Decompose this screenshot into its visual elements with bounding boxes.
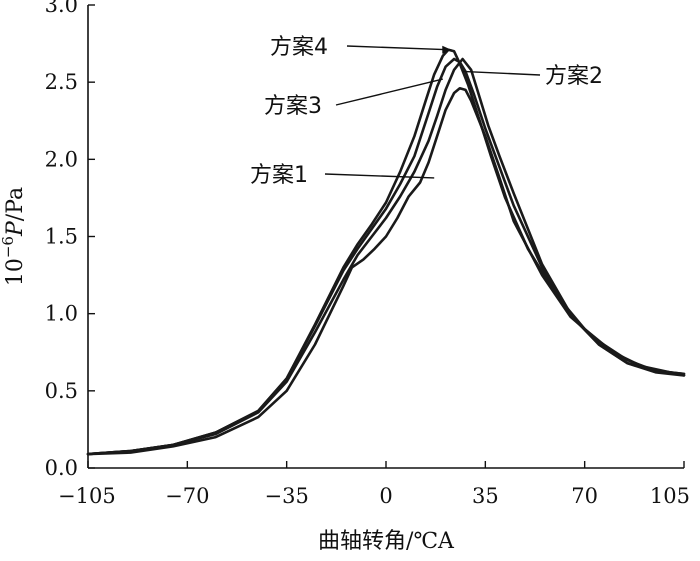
- y-tick-label: 0.0: [45, 456, 78, 480]
- x-axis-label: 曲轴转角/℃A: [318, 529, 455, 554]
- annotations-group: 方案4 方案2 方案3 方案1: [250, 35, 603, 188]
- series-line-2: [86, 57, 686, 456]
- annotation-leader: [335, 78, 443, 106]
- series-line-1: [86, 87, 686, 456]
- y-tick-label: 0.5: [45, 379, 78, 403]
- y-axis-label-unit: /Pa: [3, 187, 28, 221]
- x-tick-label: −105: [58, 484, 116, 508]
- series-line-3: [86, 57, 686, 456]
- annotation-leader: [462, 70, 541, 76]
- y-axis-label-variable: P: [3, 220, 28, 237]
- annotation-arrowhead: [442, 45, 452, 54]
- annotation-leader: [324, 173, 435, 179]
- y-tick-label: 1.0: [45, 302, 78, 326]
- x-tick-label: 35: [472, 484, 499, 508]
- annotation-label: 方案1: [250, 163, 308, 188]
- x-tick-label: 105: [650, 484, 690, 508]
- y-axis-label: 10−6P/Pa: [0, 187, 28, 286]
- annotation-leader: [346, 45, 452, 51]
- axes-group: 0.0 0.5 1.0 1.5 2.0 2.5 3.0 −105 −70 −35 0 35 70 105: [45, 0, 690, 508]
- annotation-label: 方案2: [545, 64, 603, 89]
- series-group: [86, 48, 686, 456]
- x-tick-label: −70: [165, 484, 209, 508]
- y-tick-label: 2.5: [45, 70, 78, 94]
- y-tick-label: 1.5: [45, 225, 78, 249]
- series-line-4: [86, 48, 686, 456]
- x-tick-label: 0: [379, 484, 392, 508]
- y-axis-label-exponent: −6: [0, 236, 17, 258]
- annotation-label: 方案3: [264, 94, 322, 119]
- annotation-label: 方案4: [270, 35, 328, 60]
- x-tick-label: −35: [265, 484, 309, 508]
- x-tick-label: 70: [571, 484, 598, 508]
- y-tick-label: 2.0: [45, 147, 78, 171]
- y-tick-label: 3.0: [45, 0, 78, 17]
- y-axis-label-base: 10: [3, 258, 28, 286]
